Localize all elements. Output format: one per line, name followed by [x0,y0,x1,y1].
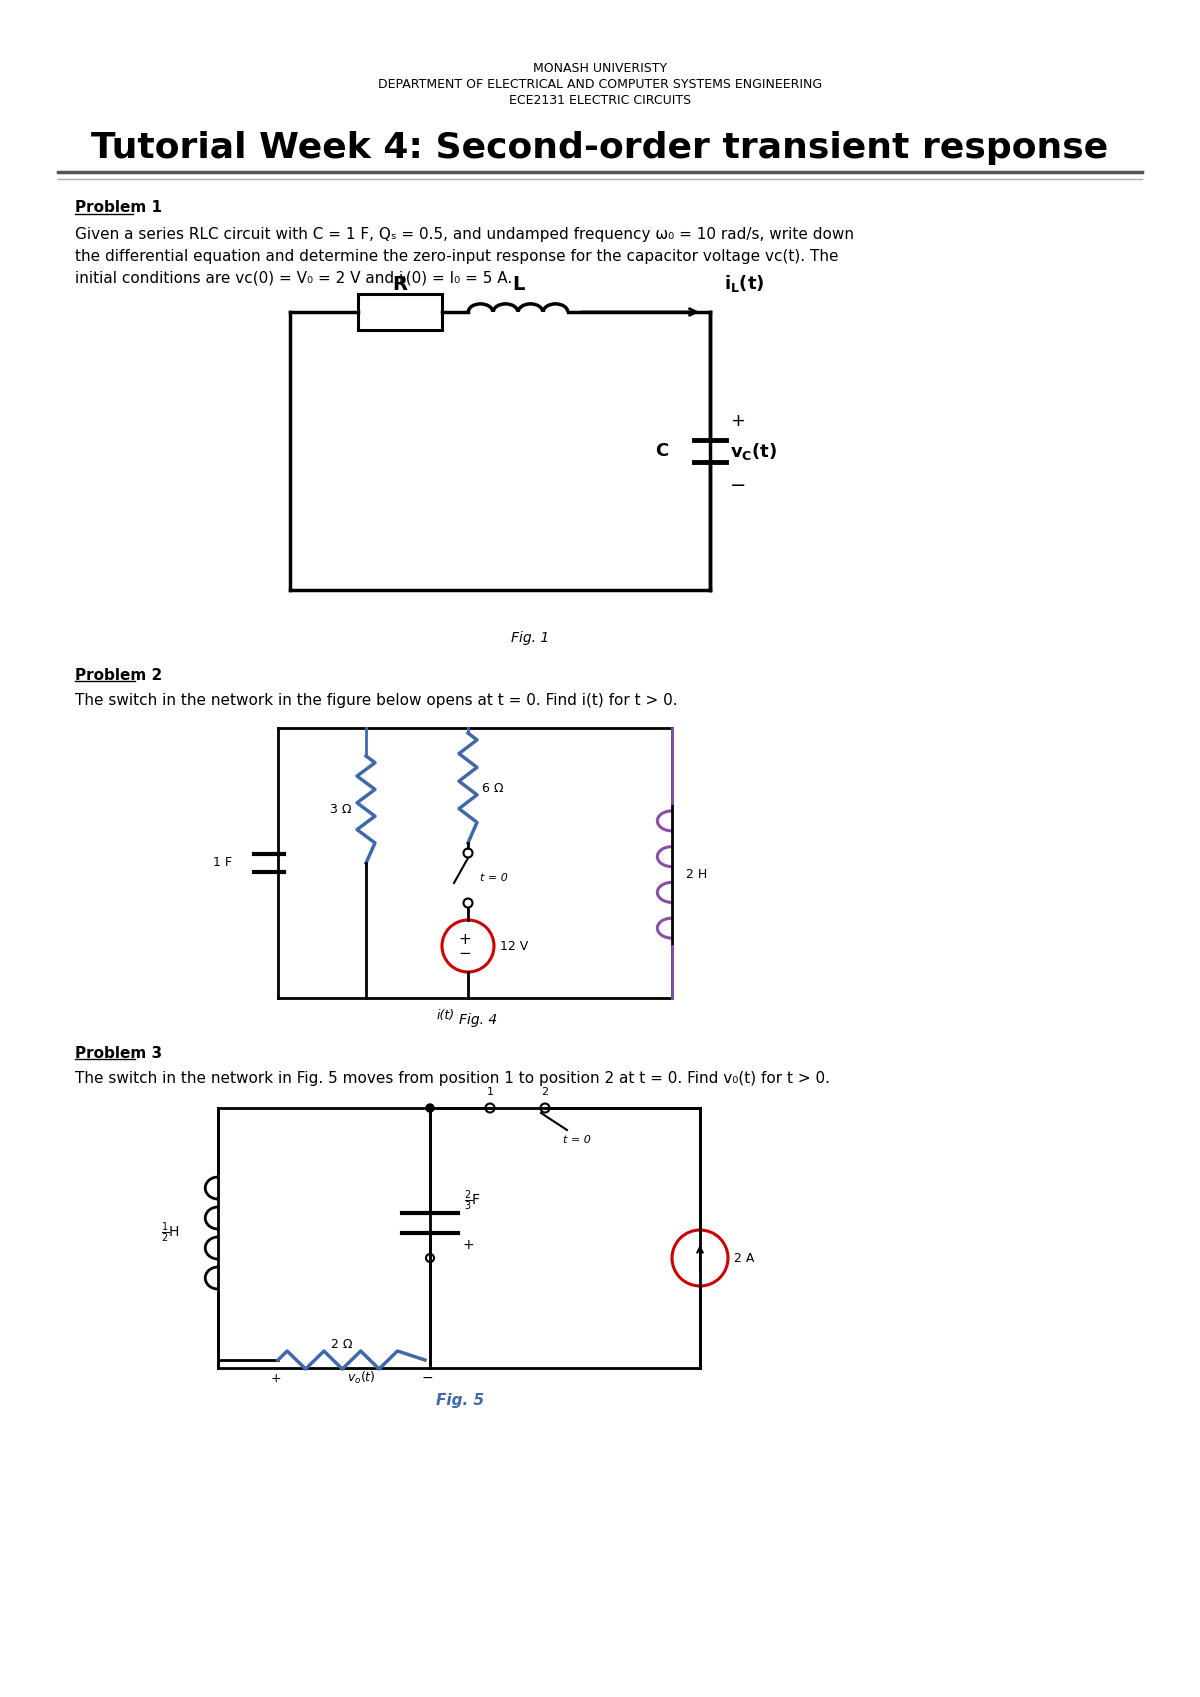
Text: 1 F: 1 F [214,857,232,869]
Text: Problem 1: Problem 1 [74,200,162,216]
Text: 1: 1 [486,1088,493,1096]
Text: ECE2131 ELECTRIC CIRCUITS: ECE2131 ELECTRIC CIRCUITS [509,93,691,107]
Text: L: L [512,275,524,294]
Text: The switch in the network in Fig. 5 moves from position 1 to position 2 at t = 0: The switch in the network in Fig. 5 move… [74,1071,830,1086]
Text: The switch in the network in the figure below opens at t = 0. Find i(t) for t > : The switch in the network in the figure … [74,692,678,708]
Text: +: + [463,1239,475,1252]
Text: $\mathbf{i_L(t)}$: $\mathbf{i_L(t)}$ [724,273,764,295]
Text: Given a series RLC circuit with C = 1 F, Qₛ = 0.5, and undamped frequency ω₀ = 1: Given a series RLC circuit with C = 1 F,… [74,226,854,241]
Text: −: − [421,1371,433,1385]
Text: initial conditions are vᴄ(0) = V₀ = 2 V and iₗ(0) = I₀ = 5 A.: initial conditions are vᴄ(0) = V₀ = 2 V … [74,270,512,285]
Text: 2 H: 2 H [686,867,707,881]
Text: the differential equation and determine the zero-input response for the capacito: the differential equation and determine … [74,248,839,263]
Text: +: + [271,1371,281,1385]
Bar [358,294,442,329]
Text: $\frac{2}{3}$F: $\frac{2}{3}$F [464,1190,481,1213]
Text: 2 Ω: 2 Ω [331,1337,353,1351]
Text: +: + [730,412,745,429]
Text: 6 Ω: 6 Ω [482,782,504,794]
Text: t = 0: t = 0 [563,1135,590,1145]
Text: Problem 3: Problem 3 [74,1045,162,1061]
Text: 12 V: 12 V [500,940,528,952]
Text: Fig. 5: Fig. 5 [436,1393,484,1407]
Circle shape [426,1105,434,1112]
Text: C: C [655,441,668,460]
Text: Tutorial Week 4: Second-order transient response: Tutorial Week 4: Second-order transient … [91,131,1109,165]
Text: $v_o(t)$: $v_o(t)$ [347,1369,376,1386]
Text: t = 0: t = 0 [480,872,508,882]
Text: 2: 2 [541,1088,548,1096]
Text: Fig. 1: Fig. 1 [511,631,550,645]
Text: 3 Ω: 3 Ω [330,803,352,816]
Text: $\mathbf{v_C(t)}$: $\mathbf{v_C(t)}$ [730,441,778,462]
Text: R: R [392,275,408,294]
Text: +: + [458,932,472,947]
Text: DEPARTMENT OF ELECTRICAL AND COMPUTER SYSTEMS ENGINEERING: DEPARTMENT OF ELECTRICAL AND COMPUTER SY… [378,78,822,90]
Text: MONASH UNIVERISTY: MONASH UNIVERISTY [533,61,667,75]
Text: Problem 2: Problem 2 [74,667,162,682]
Text: 2 A: 2 A [734,1251,755,1264]
Text: Fig. 4: Fig. 4 [458,1013,497,1027]
Text: −: − [730,477,746,496]
Text: $\frac{1}{2}$H: $\frac{1}{2}$H [161,1220,180,1246]
Text: i(t): i(t) [437,1008,455,1022]
Text: −: − [458,945,472,961]
